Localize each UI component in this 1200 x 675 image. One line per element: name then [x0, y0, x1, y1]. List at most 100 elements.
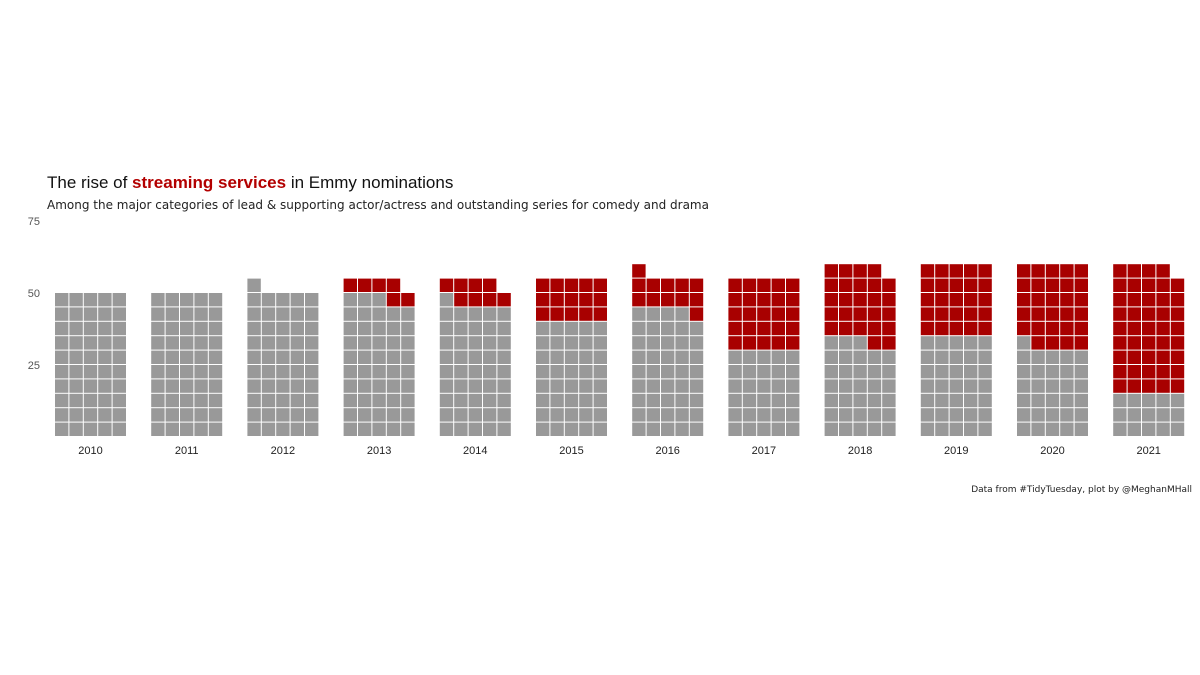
streaming-cell — [867, 321, 882, 336]
streaming-cell — [786, 321, 800, 336]
other-cell — [83, 321, 98, 336]
other-cell — [935, 422, 949, 436]
streaming-cell — [757, 321, 771, 336]
other-cell — [1017, 365, 1031, 379]
other-cell — [69, 365, 83, 379]
other-cell — [920, 379, 935, 393]
other-cell — [483, 393, 497, 408]
other-cell — [386, 365, 401, 379]
other-cell — [920, 336, 935, 350]
other-cell — [689, 408, 704, 422]
streaming-cell — [949, 321, 963, 336]
other-cell — [978, 365, 992, 379]
other-cell — [1074, 365, 1088, 379]
other-cell — [978, 379, 992, 393]
x-tick-label: 2015 — [559, 445, 583, 457]
streaming-cell — [1074, 307, 1088, 321]
other-cell — [358, 408, 372, 422]
streaming-cell — [632, 278, 646, 292]
other-cell — [194, 422, 208, 436]
other-cell — [564, 422, 579, 436]
other-cell — [165, 408, 179, 422]
other-cell — [786, 350, 800, 364]
other-cell — [468, 307, 482, 321]
other-cell — [550, 321, 564, 336]
streaming-cell — [867, 293, 882, 307]
other-cell — [1031, 350, 1045, 364]
other-cell — [882, 365, 896, 379]
other-cell — [261, 321, 276, 336]
streaming-cell — [824, 321, 838, 336]
other-cell — [358, 422, 372, 436]
other-cell — [550, 350, 564, 364]
other-cell — [343, 408, 357, 422]
other-cell — [1045, 365, 1060, 379]
x-tick-label: 2016 — [655, 445, 679, 457]
other-cell — [98, 336, 112, 350]
other-cell — [358, 379, 372, 393]
other-cell — [208, 336, 223, 350]
other-cell — [646, 422, 660, 436]
other-cell — [55, 350, 69, 364]
other-cell — [165, 293, 179, 307]
other-cell — [964, 336, 978, 350]
other-cell — [497, 321, 511, 336]
other-cell — [98, 307, 112, 321]
other-cell — [853, 393, 867, 408]
other-cell — [483, 422, 497, 436]
year-group — [632, 264, 704, 436]
streaming-cell — [882, 278, 896, 292]
other-cell — [646, 321, 660, 336]
other-cell — [949, 365, 963, 379]
streaming-cell — [1045, 307, 1060, 321]
other-cell — [386, 336, 401, 350]
other-cell — [1031, 365, 1045, 379]
other-cell — [675, 393, 689, 408]
other-cell — [646, 408, 660, 422]
streaming-cell — [632, 293, 646, 307]
other-cell — [1156, 422, 1170, 436]
other-cell — [661, 379, 675, 393]
other-cell — [882, 408, 896, 422]
other-cell — [454, 307, 468, 321]
other-cell — [261, 393, 276, 408]
streaming-cell — [1127, 321, 1141, 336]
other-cell — [564, 408, 579, 422]
other-cell — [439, 393, 454, 408]
other-cell — [261, 365, 276, 379]
other-cell — [757, 379, 771, 393]
other-cell — [208, 365, 223, 379]
x-tick-label: 2017 — [752, 445, 776, 457]
other-cell — [343, 379, 357, 393]
other-cell — [839, 408, 853, 422]
other-cell — [401, 336, 415, 350]
streaming-cell — [920, 307, 935, 321]
other-cell — [964, 408, 978, 422]
other-cell — [632, 408, 646, 422]
other-cell — [247, 307, 261, 321]
other-cell — [276, 365, 290, 379]
x-tick-label: 2014 — [463, 445, 487, 457]
other-cell — [564, 321, 579, 336]
other-cell — [1045, 379, 1060, 393]
streaming-cell — [1170, 307, 1185, 321]
streaming-cell — [689, 307, 704, 321]
year-group — [55, 293, 126, 436]
other-cell — [824, 422, 838, 436]
streaming-cell — [1031, 307, 1045, 321]
other-cell — [579, 321, 593, 336]
other-cell — [742, 422, 757, 436]
other-cell — [386, 393, 401, 408]
other-cell — [343, 365, 357, 379]
streaming-cell — [1156, 336, 1170, 350]
other-cell — [1074, 408, 1088, 422]
streaming-cell — [1017, 321, 1031, 336]
streaming-cell — [1113, 293, 1127, 307]
other-cell — [386, 379, 401, 393]
year-group — [1017, 264, 1088, 436]
other-cell — [536, 393, 550, 408]
other-cell — [1113, 393, 1127, 408]
other-cell — [867, 422, 882, 436]
other-cell — [920, 350, 935, 364]
other-cell — [757, 408, 771, 422]
